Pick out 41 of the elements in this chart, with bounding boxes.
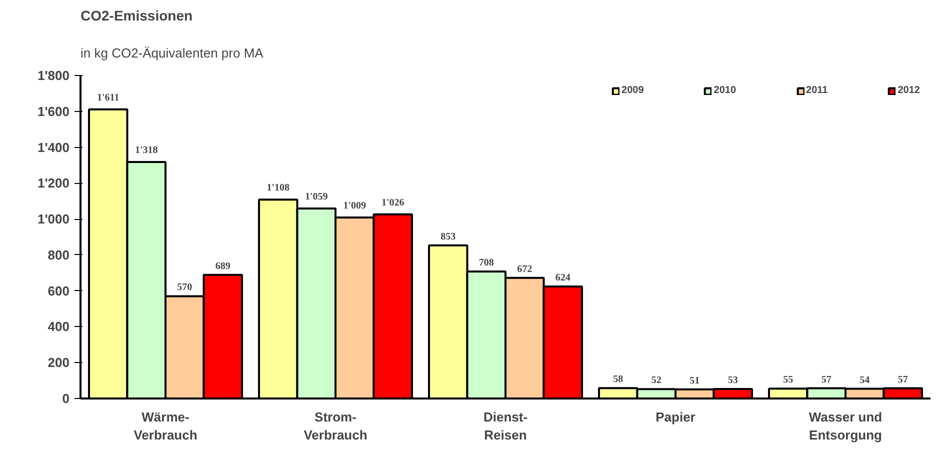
- data-label: 57: [821, 374, 832, 386]
- data-label: 570: [177, 282, 192, 294]
- chart-subtitle: in kg CO2-Äquivalenten pro MA: [80, 46, 264, 60]
- data-label: 1'611: [97, 92, 120, 104]
- data-label: 853: [440, 231, 456, 242]
- chart-title: CO2-Emissionen: [80, 8, 193, 24]
- data-label: 58: [613, 374, 624, 386]
- x-tick-label: Papier: [656, 410, 696, 424]
- y-tick-label: 1'800: [37, 68, 70, 83]
- y-tick-label: 0: [62, 391, 70, 406]
- data-label: 672: [517, 264, 532, 275]
- legend-label: 2009: [622, 85, 644, 96]
- data-label: 1'026: [381, 197, 404, 208]
- legend-label: 2011: [806, 85, 828, 96]
- x-tick-label: Wärme- Verbrauch: [134, 410, 198, 442]
- y-tick-label: 1'000: [37, 212, 70, 227]
- y-tick-label: 1'600: [37, 104, 70, 119]
- data-label: 689: [215, 260, 230, 272]
- data-label: 1'059: [304, 191, 328, 202]
- x-tick-label: Strom- Verbrauch: [304, 410, 368, 442]
- data-label: 708: [478, 257, 494, 268]
- y-tick-label: 200: [48, 355, 70, 370]
- y-tick-label: 800: [48, 247, 70, 262]
- data-label: 1'009: [343, 200, 366, 212]
- y-tick-label: 400: [48, 319, 70, 334]
- data-label: 51: [690, 375, 700, 386]
- y-tick-label: 1'200: [37, 176, 70, 191]
- data-label: 53: [728, 374, 738, 386]
- legend-label: 2010: [714, 85, 736, 96]
- x-tick-label: Dienst- Reisen: [483, 410, 528, 442]
- data-label: 52: [651, 375, 662, 386]
- data-label: 1'318: [134, 144, 158, 156]
- data-label: 624: [555, 272, 570, 284]
- data-label: 57: [898, 374, 908, 386]
- data-label: 54: [860, 374, 870, 386]
- y-tick-label: 600: [48, 283, 70, 298]
- data-label: 55: [783, 374, 794, 386]
- y-tick-label: 1'400: [37, 140, 70, 155]
- x-tick-label: Wasser und Entsorgung: [808, 410, 882, 442]
- legend-label: 2012: [898, 85, 920, 96]
- data-label: 1'108: [266, 182, 290, 194]
